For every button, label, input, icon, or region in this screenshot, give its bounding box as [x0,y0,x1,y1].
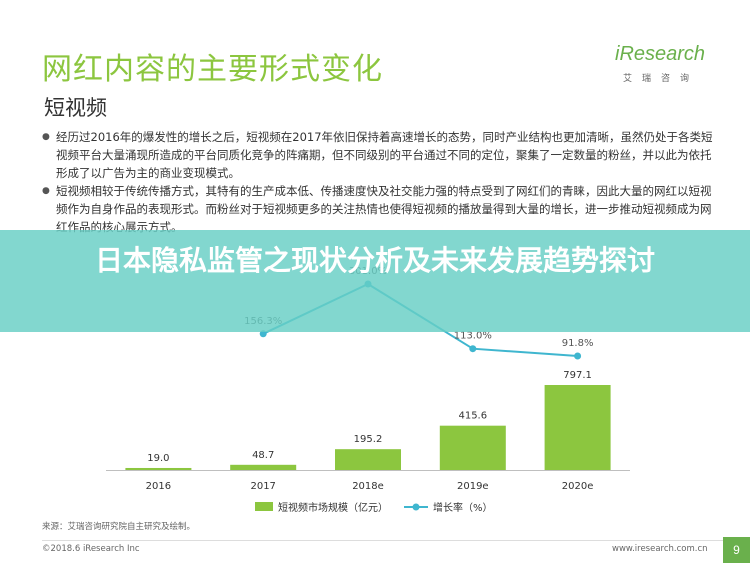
bar [439,425,506,470]
bullet-item: 经历过2016年的爆发性的增长之后，短视频在2017年依旧保持着高速增长的态势，… [42,128,714,182]
bar-value-label: 415.6 [458,411,487,422]
bar-value-label: 48.7 [252,450,274,461]
growth-point [259,330,267,338]
bullet-list: 经历过2016年的爆发性的增长之后，短视频在2017年依旧保持着高速增长的态势，… [42,128,714,236]
page-title: 网红内容的主要形式变化 [42,52,383,87]
copyright: ©2018.6 iResearch Inc [42,544,140,554]
bar [335,449,401,470]
bar-value-label: 797.1 [563,370,592,381]
bar [544,385,611,470]
x-tick-label: 2019e [457,481,489,492]
legend-line-marker [412,503,420,511]
banner-text: 日本隐私监管之现状分析及未来发展趋势探讨 [94,244,655,277]
bar-value-label: 19.0 [147,453,169,464]
bar [125,467,192,470]
iresearch-logo: iResearch 艾瑞咨询 [615,43,715,88]
bar [230,464,297,470]
footer-divider [42,540,732,541]
x-tick-label: 2016 [146,481,171,492]
website: www.iresearch.com.cn [612,544,708,554]
growth-value-label: 113.0% [454,331,492,342]
legend-bar-swatch [255,502,273,511]
x-tick-label: 2018e [352,481,384,492]
x-tick-label: 2020e [562,481,594,492]
source-note: 来源：艾瑞咨询研究院自主研究及绘制。 [42,522,196,532]
growth-point [469,345,477,353]
x-tick-label: 2017 [250,481,275,492]
overlay-banner: 日本隐私监管之现状分析及未来发展趋势探讨 [0,230,750,332]
logo-wordmark: iResearch [615,43,706,65]
bar-value-label: 195.2 [354,434,383,445]
growth-value-label: 91.8% [562,338,594,349]
growth-point [574,352,582,360]
page-subtitle: 短视频 [44,96,107,120]
legend-bar-label: 短视频市场规模（亿元） [278,501,388,514]
legend-line-label: 增长率（%） [433,501,493,514]
page-number: 9 [723,537,750,563]
logo-subtitle: 艾瑞咨询 [623,74,700,84]
